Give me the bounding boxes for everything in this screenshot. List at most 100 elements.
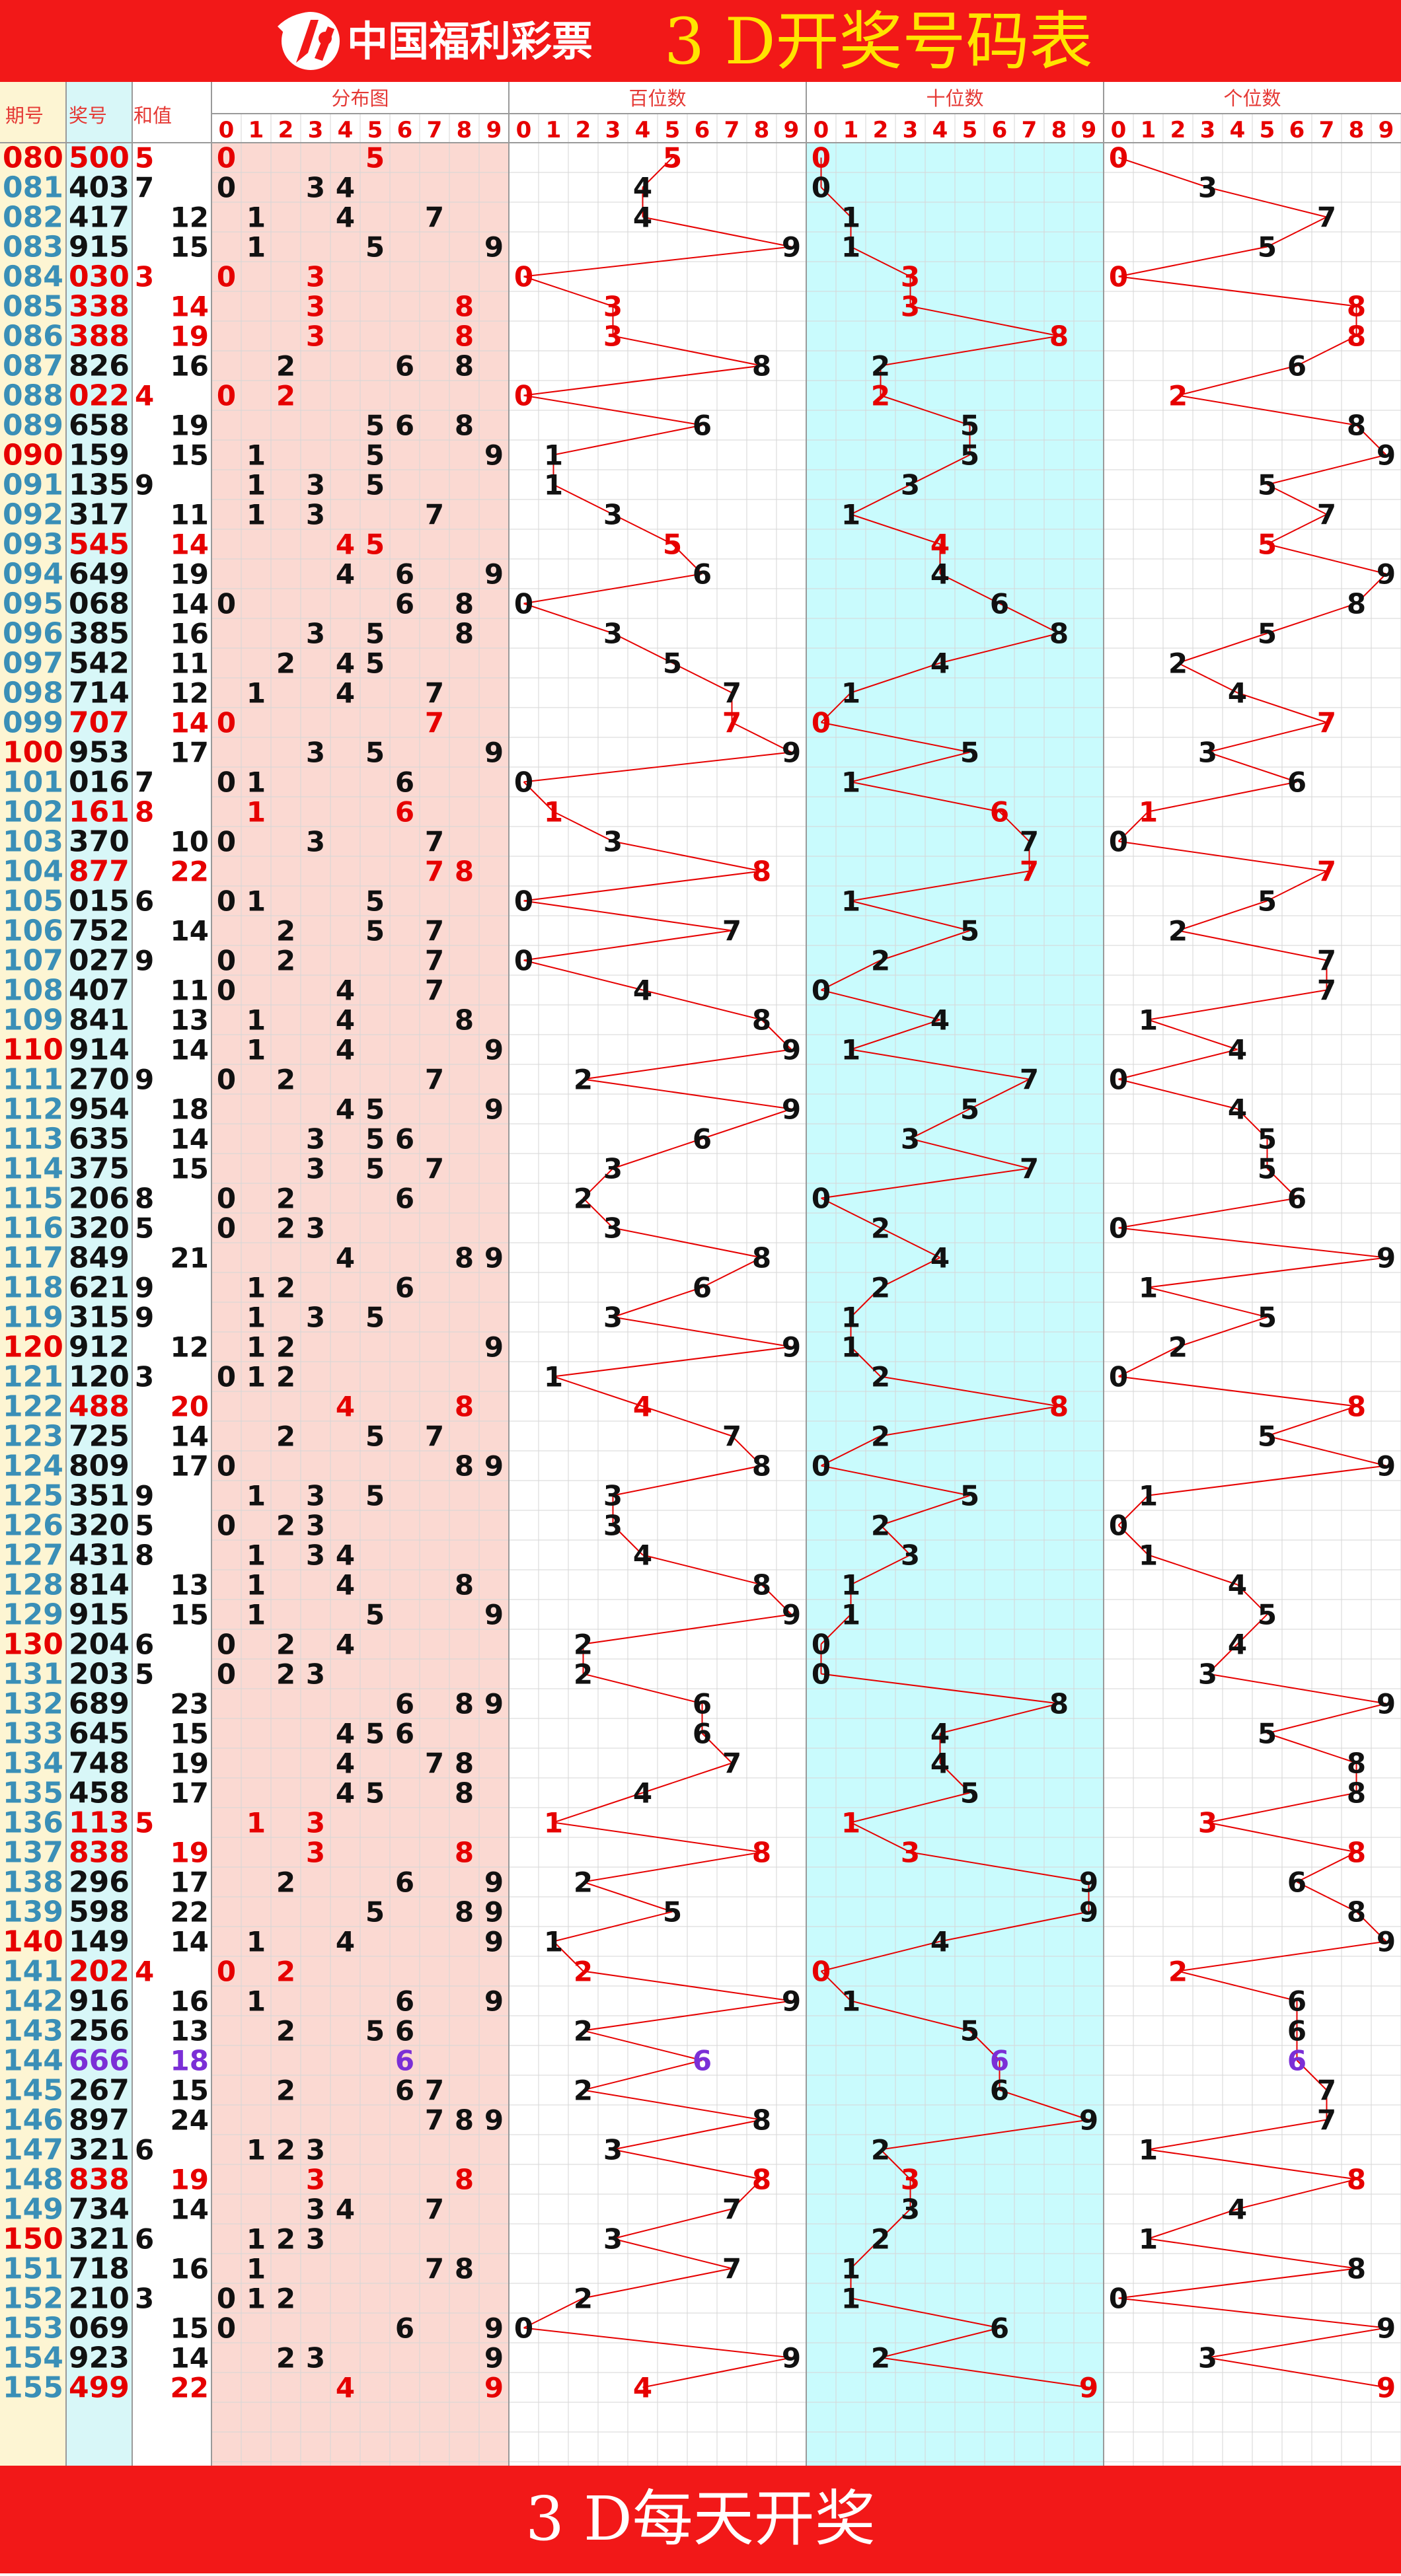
distribution-digit: 3: [306, 2223, 325, 2256]
trend-segment: [1207, 186, 1327, 218]
trend-segment: [880, 930, 970, 961]
hundreds-digit: 9: [782, 2342, 801, 2374]
trend-segment: [1148, 1286, 1268, 1318]
prize-number: 916: [69, 1985, 130, 2018]
tens-digit: 1: [841, 1302, 860, 1334]
distribution-digit: 0: [217, 380, 236, 412]
banner-svg: 中国福利彩票 3 D开奖号码表: [278, 5, 1093, 79]
distribution-digit: 5: [365, 2015, 385, 2047]
trend-segment: [940, 1911, 1089, 1942]
trend-segment: [583, 1881, 673, 1913]
distribution-digit: 0: [217, 766, 236, 799]
distribution-digit: 2: [276, 1420, 295, 1453]
distribution-digit: 0: [217, 2312, 236, 2345]
trend-segment: [1118, 1227, 1386, 1259]
distribution-digit: 4: [336, 2193, 355, 2226]
period-number: 105: [3, 885, 63, 918]
trend-segment: [1118, 1197, 1297, 1229]
distribution-digit: 4: [336, 1629, 355, 1661]
distribution-digit: 2: [276, 1361, 295, 1393]
trend-segment: [880, 2149, 911, 2180]
hundreds-digit: 2: [574, 2015, 593, 2047]
prize-number: 714: [69, 677, 130, 710]
period-number: 110: [3, 1033, 63, 1067]
distribution-digit: 3: [306, 737, 325, 769]
trend-segment: [553, 811, 613, 842]
period-number: 112: [3, 1093, 63, 1126]
prize-number: 838: [69, 2163, 130, 2197]
trend-segment: [613, 513, 673, 545]
sum-value: 5: [135, 1510, 154, 1542]
prize-number: 725: [69, 1420, 130, 1454]
tens-digit: 6: [990, 796, 1009, 828]
hundreds-digit: 4: [633, 1777, 652, 1810]
distribution-digit: 0: [217, 975, 236, 1007]
units-digit: 6: [1287, 766, 1306, 799]
tens-digit: 9: [1079, 1896, 1098, 1929]
period-number: 101: [3, 766, 63, 799]
distribution-digit: 2: [276, 1064, 295, 1096]
distribution-digit: 8: [455, 1896, 474, 1929]
prize-number: 914: [69, 1033, 130, 1067]
trend-segment: [1267, 603, 1357, 634]
trend-segment: [880, 1257, 940, 1288]
hundreds-digit: 7: [722, 915, 741, 947]
period-column-bg: [0, 82, 66, 2466]
prize-number: 915: [69, 231, 130, 264]
distribution-digit: 0: [217, 1183, 236, 1215]
distribution-digit: 6: [395, 1272, 414, 1304]
prize-number: 210: [69, 2282, 130, 2316]
distribution-digit: 6: [395, 410, 414, 442]
distribution-digit: 0: [217, 1956, 236, 1988]
sum-value: 22: [170, 2372, 209, 2404]
trend-segment: [1267, 870, 1327, 902]
units-digit: 1: [1139, 1004, 1158, 1037]
tens-digit: 5: [960, 1093, 979, 1126]
trend-segment: [821, 1465, 970, 1496]
period-number: 145: [3, 2074, 63, 2108]
digit-header: 1: [1141, 117, 1156, 143]
prize-number: 338: [69, 290, 130, 324]
period-number: 146: [3, 2104, 63, 2137]
distribution-digit: 4: [336, 529, 355, 561]
digit-header: 9: [1081, 117, 1097, 143]
trend-segment: [999, 603, 1059, 634]
footer-banner: 3 D每天开奖: [0, 2466, 1401, 2573]
distribution-digit: 1: [246, 439, 266, 472]
distribution-digit: 7: [425, 856, 444, 888]
trend-segment: [732, 721, 792, 753]
sum-value: 6: [135, 2134, 154, 2166]
distribution-digit: 4: [336, 1718, 355, 1750]
hundreds-digit: 1: [544, 796, 563, 828]
digit-header: 4: [932, 117, 948, 143]
distribution-digit: 1: [246, 2134, 266, 2166]
sum-value: 14: [170, 588, 209, 620]
trend-segment: [613, 1138, 702, 1169]
trend-segment: [1236, 1613, 1268, 1645]
hundreds-digit: 3: [603, 291, 623, 323]
trend-segment: [880, 2119, 1089, 2151]
distribution-digit: 8: [455, 856, 474, 888]
tens-digit: 0: [812, 1658, 831, 1691]
hundreds-digit: 1: [544, 1361, 563, 1393]
digit-header: 1: [248, 117, 264, 143]
prize-number: 458: [69, 1777, 130, 1810]
prize-number: 113: [69, 1806, 130, 1840]
distribution-digit: 3: [306, 469, 325, 501]
sum-value: 5: [135, 1807, 154, 1839]
tens-digit: 1: [841, 1807, 860, 1839]
trend-segment: [1355, 573, 1387, 605]
sum-value: 17: [170, 1450, 209, 1483]
trend-segment: [1207, 751, 1297, 783]
prize-number: 375: [69, 1152, 130, 1186]
hundreds-digit: 9: [782, 1985, 801, 2018]
distribution-digit: 6: [395, 2045, 414, 2077]
distribution-digit: 9: [484, 2104, 504, 2137]
period-number: 134: [3, 1747, 63, 1781]
tens-digit: 5: [960, 2015, 979, 2047]
units-digit: 7: [1317, 2075, 1336, 2107]
hundreds-digit: 6: [693, 1123, 712, 1156]
trend-segment: [553, 1376, 643, 1407]
tens-digit: 1: [841, 1985, 860, 2018]
period-number: 150: [3, 2223, 63, 2256]
